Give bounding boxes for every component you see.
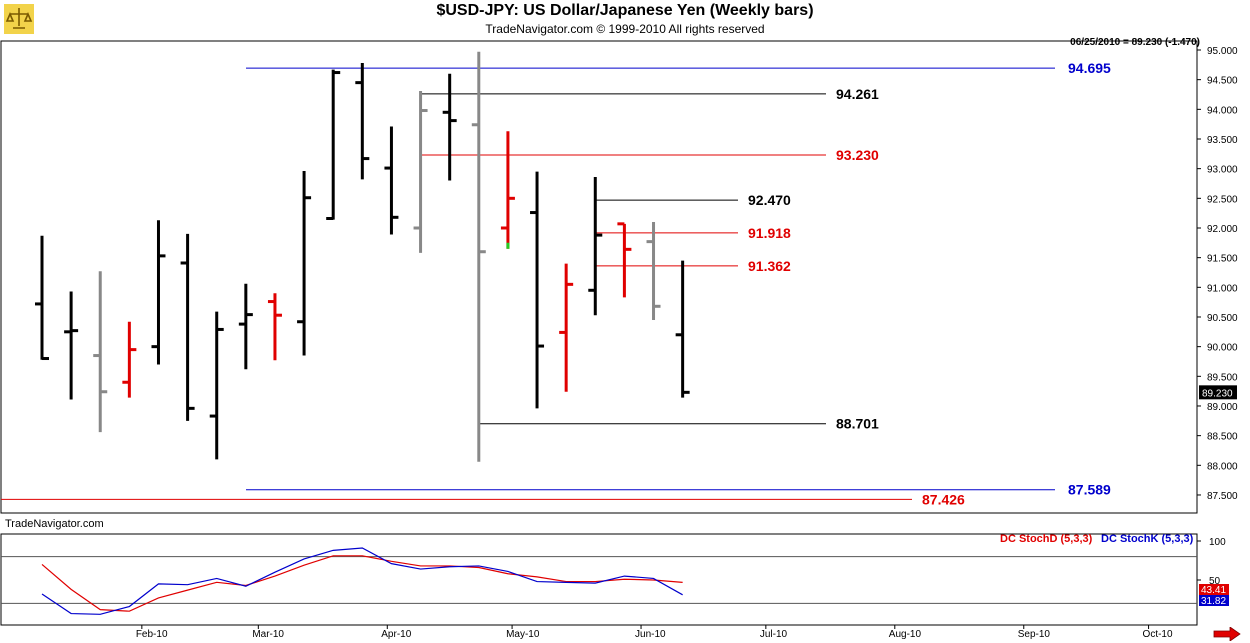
x-tick-label: May-10: [506, 629, 540, 640]
tradenavigator-logo-icon: [4, 4, 34, 34]
last-quote: 06/25/2010 = 89.230 (-1.470): [1070, 37, 1200, 48]
stochd-legend: DC StochD (5,3,3): [1000, 533, 1093, 545]
stoch-last-label: 31.82: [1201, 596, 1226, 607]
price-tick-label: 91.000: [1207, 283, 1238, 294]
price-tick-label: 87.500: [1207, 491, 1238, 502]
x-tick-label: Oct-10: [1143, 629, 1173, 640]
price-tick-label: 88.000: [1207, 461, 1238, 472]
price-tick-label: 90.000: [1207, 343, 1238, 354]
stoch-last-box: [1199, 584, 1229, 595]
level-label: 91.362: [748, 258, 791, 274]
level-label: 88.701: [836, 416, 879, 432]
price-tick-label: 89.500: [1207, 372, 1238, 383]
stoch-tick-label: 100: [1209, 537, 1226, 548]
brand-label: TradeNavigator.com: [5, 518, 104, 530]
stoch-tick-label: 50: [1209, 576, 1221, 587]
price-tick-label: 89.000: [1207, 402, 1238, 413]
price-tick-label: 94.000: [1207, 105, 1238, 116]
stochk-legend: DC StochK (5,3,3): [1101, 533, 1194, 545]
stoch-last-label: 43.41: [1201, 585, 1226, 596]
level-label: 93.230: [836, 147, 879, 163]
price-tick-label: 92.000: [1207, 224, 1238, 235]
scroll-right-arrow-icon[interactable]: [1213, 627, 1241, 641]
level-label: 94.695: [1068, 60, 1111, 76]
stoch-last-box: [1199, 595, 1229, 606]
last-price-label: 89.230: [1202, 388, 1233, 399]
x-tick-label: Jun-10: [635, 629, 666, 640]
chart-title: $USD-JPY: US Dollar/Japanese Yen (Weekly…: [436, 2, 814, 19]
level-label: 94.261: [836, 86, 879, 102]
price-tick-label: 90.500: [1207, 313, 1238, 324]
price-tick-label: 88.500: [1207, 432, 1238, 443]
x-tick-label: Aug-10: [889, 629, 922, 640]
price-panel-frame: [0, 40, 1198, 514]
chart-subtitle: TradeNavigator.com © 1999-2010 All right…: [485, 22, 765, 36]
stoch-series-line: [41, 547, 683, 615]
level-label: 87.589: [1068, 482, 1111, 498]
price-tick-label: 94.500: [1207, 76, 1238, 87]
stoch-panel-frame: [0, 533, 1198, 626]
level-label: 92.470: [748, 192, 791, 208]
price-tick-label: 92.500: [1207, 194, 1238, 205]
x-tick-label: Mar-10: [252, 629, 284, 640]
last-price-box: [1199, 385, 1237, 400]
price-tick-label: 95.000: [1207, 46, 1238, 57]
x-tick-label: Jul-10: [760, 629, 788, 640]
price-tick-label: 91.500: [1207, 254, 1238, 265]
stoch-series-line: [41, 555, 683, 612]
level-label: 87.426: [922, 491, 965, 507]
level-label: 91.918: [748, 225, 791, 241]
x-tick-label: Apr-10: [381, 629, 411, 640]
x-tick-label: Sep-10: [1018, 629, 1051, 640]
price-tick-label: 93.000: [1207, 165, 1238, 176]
price-tick-label: 93.500: [1207, 135, 1238, 146]
x-tick-label: Feb-10: [136, 629, 168, 640]
